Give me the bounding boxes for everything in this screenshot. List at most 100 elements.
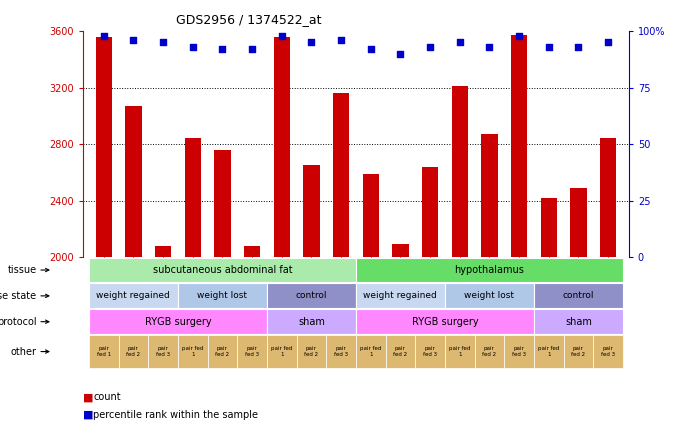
- Bar: [119, 335, 148, 368]
- Point: [276, 32, 287, 39]
- Bar: [178, 335, 207, 368]
- Text: pair fed
1: pair fed 1: [182, 346, 203, 357]
- Bar: [593, 335, 623, 368]
- Bar: [511, 36, 527, 444]
- Bar: [481, 134, 498, 444]
- Bar: [422, 166, 438, 444]
- Bar: [184, 139, 201, 444]
- Point: [365, 46, 376, 53]
- Point: [484, 44, 495, 51]
- Bar: [600, 139, 616, 444]
- Bar: [570, 188, 587, 444]
- Text: pair
fed 3: pair fed 3: [512, 346, 526, 357]
- Bar: [445, 335, 475, 368]
- Text: pair
fed 3: pair fed 3: [334, 346, 348, 357]
- Bar: [333, 93, 349, 444]
- Bar: [326, 335, 356, 368]
- Bar: [148, 335, 178, 368]
- Bar: [274, 37, 290, 444]
- Bar: [89, 335, 119, 368]
- Bar: [95, 37, 112, 444]
- Text: ■: ■: [83, 392, 93, 402]
- Bar: [540, 198, 557, 444]
- Text: ■: ■: [83, 410, 93, 420]
- Bar: [207, 335, 237, 368]
- Point: [336, 36, 347, 44]
- Text: pair
fed 2: pair fed 2: [126, 346, 140, 357]
- Bar: [89, 309, 267, 334]
- Point: [158, 39, 169, 46]
- Bar: [363, 174, 379, 444]
- Bar: [125, 106, 142, 444]
- Bar: [356, 309, 534, 334]
- Text: pair
fed 2: pair fed 2: [482, 346, 496, 357]
- Text: pair
fed 3: pair fed 3: [601, 346, 615, 357]
- Text: hypothalamus: hypothalamus: [455, 265, 524, 275]
- Bar: [303, 165, 319, 444]
- Text: pair
fed 3: pair fed 3: [245, 346, 259, 357]
- Text: pair
fed 1: pair fed 1: [97, 346, 111, 357]
- Text: subcutaneous abdominal fat: subcutaneous abdominal fat: [153, 265, 292, 275]
- Bar: [356, 283, 445, 308]
- Bar: [386, 335, 415, 368]
- Point: [247, 46, 258, 53]
- Point: [217, 46, 228, 53]
- Bar: [296, 335, 326, 368]
- Text: other: other: [10, 347, 37, 357]
- Bar: [178, 283, 267, 308]
- Bar: [475, 335, 504, 368]
- Text: protocol: protocol: [0, 317, 37, 327]
- Text: sham: sham: [565, 317, 591, 327]
- Bar: [267, 335, 296, 368]
- Bar: [244, 246, 261, 444]
- Bar: [534, 309, 623, 334]
- Text: pair fed
1: pair fed 1: [271, 346, 292, 357]
- Text: pair
fed 3: pair fed 3: [156, 346, 170, 357]
- Text: control: control: [296, 291, 327, 300]
- Text: pair
fed 3: pair fed 3: [423, 346, 437, 357]
- Text: weight lost: weight lost: [464, 291, 514, 300]
- Bar: [267, 309, 356, 334]
- Text: GDS2956 / 1374522_at: GDS2956 / 1374522_at: [176, 13, 321, 26]
- Point: [187, 44, 198, 51]
- Bar: [356, 335, 386, 368]
- Point: [454, 39, 465, 46]
- Text: weight regained: weight regained: [97, 291, 170, 300]
- Text: pair
fed 2: pair fed 2: [216, 346, 229, 357]
- Bar: [267, 283, 356, 308]
- Bar: [415, 335, 445, 368]
- Bar: [155, 246, 171, 444]
- Bar: [451, 86, 468, 444]
- Bar: [356, 258, 623, 282]
- Text: RYGB surgery: RYGB surgery: [412, 317, 478, 327]
- Text: pair
fed 2: pair fed 2: [304, 346, 319, 357]
- Point: [395, 50, 406, 57]
- Point: [306, 39, 317, 46]
- Text: control: control: [562, 291, 594, 300]
- Text: RYGB surgery: RYGB surgery: [144, 317, 211, 327]
- Bar: [89, 283, 178, 308]
- Text: weight regained: weight regained: [363, 291, 437, 300]
- Bar: [504, 335, 534, 368]
- Text: disease state: disease state: [0, 291, 37, 301]
- Text: pair fed
1: pair fed 1: [538, 346, 560, 357]
- Text: pair fed
1: pair fed 1: [360, 346, 381, 357]
- Text: pair
fed 2: pair fed 2: [393, 346, 408, 357]
- Text: sham: sham: [298, 317, 325, 327]
- Text: tissue: tissue: [8, 265, 37, 275]
- Point: [543, 44, 554, 51]
- Text: count: count: [93, 392, 121, 402]
- Point: [513, 32, 524, 39]
- Bar: [214, 150, 231, 444]
- Point: [424, 44, 435, 51]
- Point: [603, 39, 614, 46]
- Bar: [89, 258, 356, 282]
- Bar: [564, 335, 593, 368]
- Bar: [445, 283, 534, 308]
- Text: weight lost: weight lost: [198, 291, 247, 300]
- Text: percentile rank within the sample: percentile rank within the sample: [93, 410, 258, 420]
- Bar: [237, 335, 267, 368]
- Point: [573, 44, 584, 51]
- Text: pair fed
1: pair fed 1: [449, 346, 471, 357]
- Bar: [534, 335, 564, 368]
